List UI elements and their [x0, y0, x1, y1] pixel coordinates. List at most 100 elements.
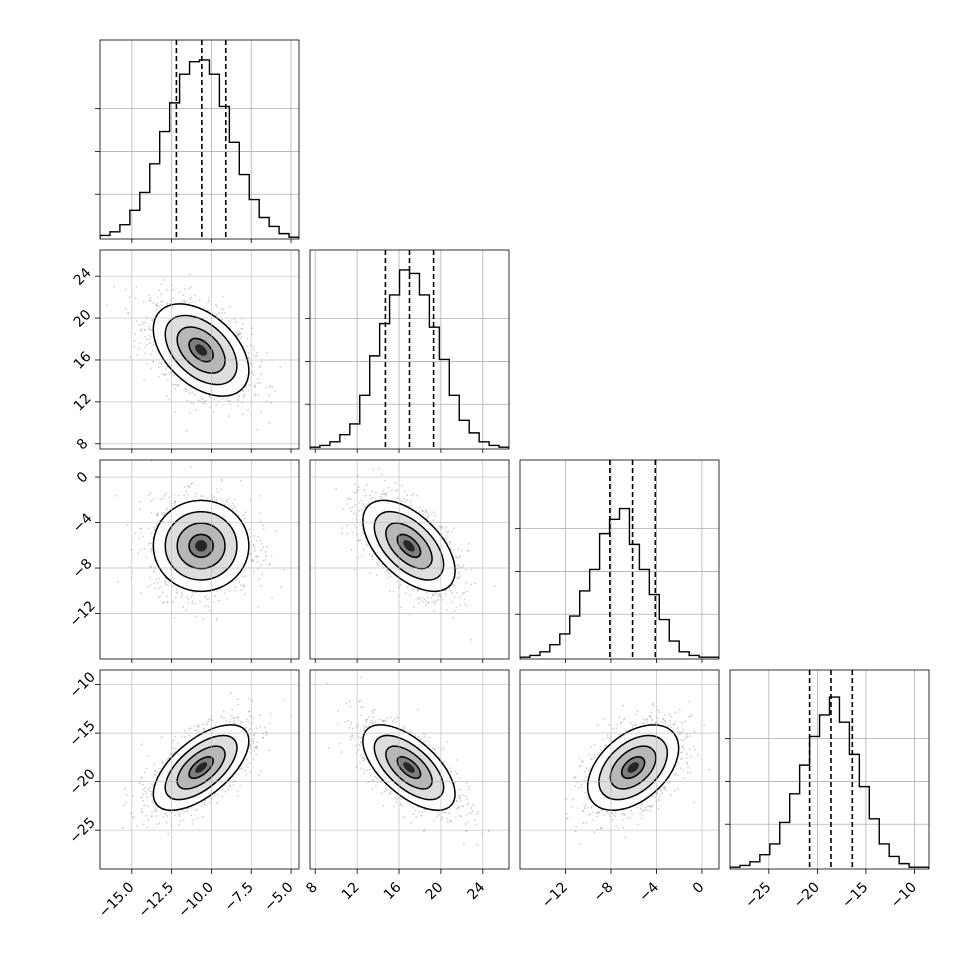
sample-point	[364, 494, 367, 497]
sample-point	[158, 289, 161, 292]
sample-point	[168, 398, 171, 401]
sample-point	[445, 589, 448, 591]
sample-point	[255, 354, 258, 357]
sample-point	[184, 300, 186, 303]
sample-point	[363, 489, 366, 492]
sample-point	[212, 601, 215, 604]
sample-point	[130, 548, 132, 551]
sample-point	[150, 542, 152, 545]
sample-point	[166, 601, 169, 604]
sample-point	[370, 490, 373, 492]
sample-point	[145, 767, 148, 770]
histogram-step	[310, 269, 509, 449]
sample-point	[200, 495, 202, 497]
sample-point	[432, 523, 435, 526]
sample-point	[164, 581, 167, 584]
sample-point	[358, 501, 361, 504]
sample-point	[470, 583, 472, 586]
sample-point	[190, 483, 193, 486]
sample-point	[248, 352, 250, 354]
sample-point	[134, 333, 136, 336]
sample-point	[346, 533, 349, 536]
sample-point	[271, 386, 274, 388]
sample-point	[206, 598, 209, 601]
sample-point	[160, 586, 163, 588]
sample-point	[150, 500, 153, 502]
sample-point	[268, 564, 271, 567]
sample-point	[256, 555, 259, 557]
sample-point	[253, 535, 255, 537]
sample-point	[371, 558, 374, 561]
sample-point	[432, 593, 435, 596]
sample-point	[165, 302, 168, 305]
sample-point	[143, 379, 146, 382]
sample-point	[350, 548, 353, 551]
histogram-step	[730, 696, 929, 869]
sample-point	[456, 591, 459, 594]
sample-point	[140, 531, 142, 534]
sample-point	[144, 352, 146, 355]
sample-point	[424, 509, 427, 512]
sample-point	[183, 494, 186, 497]
sample-point	[425, 510, 428, 512]
sample-point	[161, 300, 164, 303]
sample-point	[385, 494, 388, 497]
sample-point	[149, 551, 152, 553]
grid	[100, 40, 299, 239]
sample-point	[228, 400, 231, 402]
sample-point	[357, 486, 360, 489]
sample-point	[237, 398, 240, 401]
sample-point	[248, 528, 251, 531]
contour-line	[385, 522, 433, 570]
contour-line	[188, 533, 214, 558]
sample-point	[462, 591, 465, 594]
sample-point	[220, 588, 223, 591]
sample-point	[141, 323, 144, 326]
sample-point	[259, 494, 262, 497]
sample-point	[465, 581, 468, 584]
panel-frame	[99, 39, 300, 240]
sample-point	[266, 545, 268, 548]
sample-point	[459, 596, 461, 599]
sample-point	[189, 466, 192, 468]
sample-point	[421, 509, 423, 512]
sample-point	[449, 541, 452, 543]
sample-point	[403, 498, 406, 500]
sample-point	[244, 517, 246, 520]
sample-point	[252, 544, 255, 547]
sample-point	[177, 494, 180, 497]
sample-point	[178, 291, 181, 293]
sample-point	[192, 402, 195, 405]
sample-point	[158, 375, 161, 378]
sample-point	[182, 606, 185, 608]
sample-point	[249, 499, 251, 502]
sample-point	[453, 596, 456, 599]
sample-point	[369, 497, 372, 500]
sample-point	[139, 527, 141, 530]
sample-point	[152, 344, 155, 347]
sample-point	[252, 560, 254, 563]
panel-frame	[729, 669, 930, 870]
scatter-panel-1-0	[99, 249, 300, 450]
sample-point	[221, 295, 224, 298]
sample-point	[164, 368, 167, 371]
sample-point	[358, 509, 361, 512]
sample-point	[445, 537, 448, 540]
sample-point	[460, 593, 463, 596]
sample-point	[438, 594, 441, 597]
sample-point	[226, 500, 229, 503]
sample-point	[211, 497, 214, 500]
hist-panel-0	[95, 39, 300, 240]
sample-point	[262, 527, 265, 530]
sample-point	[450, 547, 452, 550]
sample-point	[437, 598, 440, 601]
panel-frame	[99, 249, 300, 450]
sample-point	[247, 356, 250, 359]
sample-point	[242, 395, 245, 397]
sample-point	[459, 604, 461, 607]
sample-point	[205, 399, 207, 402]
sample-point	[417, 602, 420, 605]
sample-point	[173, 503, 176, 505]
sample-point	[260, 360, 263, 363]
sample-point	[251, 333, 254, 336]
